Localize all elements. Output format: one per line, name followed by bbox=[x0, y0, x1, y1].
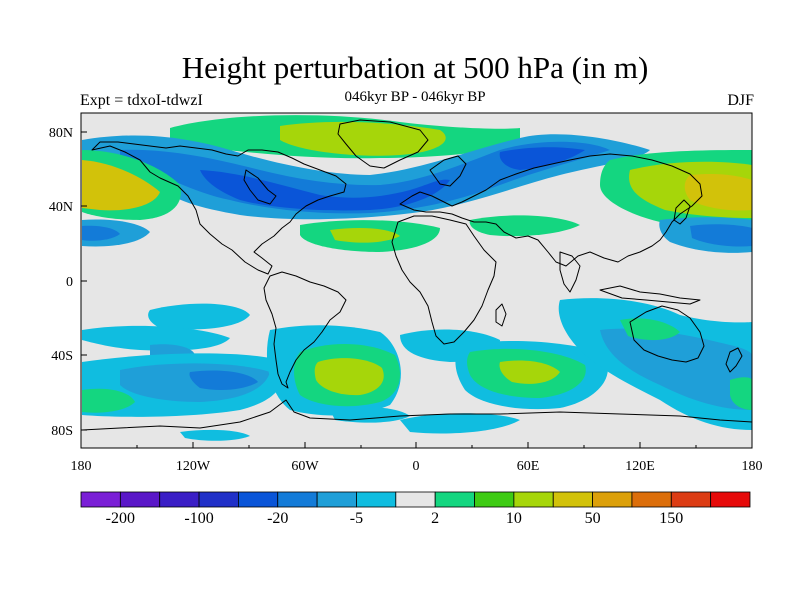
colorbar-swatch bbox=[238, 491, 279, 508]
coastline-india bbox=[559, 251, 581, 293]
colorbar-swatch bbox=[670, 491, 712, 508]
colorbar-swatch bbox=[198, 491, 239, 508]
coastline-japan bbox=[673, 199, 691, 225]
plot-title: Height perturbation at 500 hPa (in m) bbox=[181, 50, 649, 85]
contour-blue-pacific-east bbox=[690, 224, 752, 247]
coastline-eurasia bbox=[399, 153, 703, 267]
colorbar-label: -100 bbox=[184, 510, 213, 527]
contour-cyan-south-pacific-2 bbox=[82, 325, 230, 351]
coastline-greenland bbox=[337, 119, 429, 169]
coastline-madagascar bbox=[495, 303, 507, 327]
colorbar-swatch bbox=[356, 491, 397, 508]
colorbar: -200 -100 -20 -5 2 10 50 150 bbox=[80, 491, 751, 527]
contour-yellowgreen-atlantic bbox=[330, 228, 400, 243]
coastline-hudson-bay bbox=[243, 169, 277, 205]
colorbar-swatch bbox=[119, 491, 161, 508]
coastline-australia bbox=[629, 305, 705, 363]
lon-ticks bbox=[80, 442, 753, 448]
lon-label-60w: 60W bbox=[291, 459, 319, 474]
contour-blue-pacific-west bbox=[82, 225, 120, 241]
colorbar-swatch bbox=[710, 491, 751, 508]
lat-ticks bbox=[81, 131, 87, 431]
lon-label-60e: 60E bbox=[517, 459, 540, 474]
colorbar-swatch bbox=[631, 491, 672, 508]
lon-label-0: 0 bbox=[413, 459, 420, 474]
colorbar-swatch bbox=[80, 491, 121, 508]
contour-yellowgreen-south-indian bbox=[499, 360, 560, 384]
colorbar-label: -20 bbox=[267, 510, 288, 527]
contour-yellowgreen-south-atlantic bbox=[314, 358, 384, 396]
colorbar-swatch bbox=[316, 491, 357, 508]
map-panel bbox=[81, 113, 752, 448]
colorbar-label: 150 bbox=[659, 510, 683, 527]
lat-label-40s: 40S bbox=[51, 349, 73, 364]
colorbar-label: 10 bbox=[506, 510, 522, 527]
colorbar-label: 2 bbox=[431, 510, 439, 527]
contour-green-tasman bbox=[620, 318, 680, 341]
contour-green-south-pacific-east bbox=[730, 377, 752, 410]
lon-label-120w: 120W bbox=[176, 459, 211, 474]
contour-darkblue-north-east bbox=[499, 147, 585, 170]
contour-lightblue-australia bbox=[600, 328, 752, 410]
contour-cyan-south-pacific-1 bbox=[148, 303, 250, 330]
colorbar-swatch bbox=[592, 491, 633, 508]
season-label: DJF bbox=[727, 92, 754, 109]
contour-yellowgreen-arctic bbox=[280, 121, 446, 156]
contour-darkblue-north bbox=[200, 170, 450, 211]
lat-label-40n: 40N bbox=[49, 200, 73, 215]
coastline-antarctica bbox=[81, 399, 752, 431]
period-label: 046kyr BP - 046kyr BP bbox=[344, 89, 486, 105]
contour-fills bbox=[82, 115, 752, 441]
contour-yellow-npacific-west bbox=[82, 160, 160, 211]
lat-label-80n: 80N bbox=[49, 126, 73, 141]
colorbar-swatch bbox=[474, 491, 515, 508]
contour-green-south-pacific-west bbox=[82, 388, 135, 413]
lat-label-80s: 80S bbox=[51, 424, 73, 439]
coastlines bbox=[81, 119, 752, 431]
coastline-scandinavia bbox=[429, 155, 467, 187]
contour-cyan-antarctic-2 bbox=[180, 429, 250, 441]
lon-label-180w: 180 bbox=[71, 459, 92, 474]
colorbar-swatch bbox=[434, 491, 475, 508]
colorbar-label: -200 bbox=[106, 510, 135, 527]
coastline-north-america bbox=[91, 141, 347, 275]
lon-labels: 180 120W 60W 0 60E 120E 180 bbox=[71, 459, 763, 474]
coastline-south-america bbox=[263, 271, 347, 389]
colorbar-swatch bbox=[395, 491, 436, 508]
lon-label-180e: 180 bbox=[742, 459, 763, 474]
colorbar-swatch bbox=[552, 491, 593, 508]
colorbar-swatch bbox=[513, 491, 554, 508]
lat-label-0: 0 bbox=[66, 275, 73, 290]
lat-labels: 80N 40N 0 40S 80S bbox=[49, 126, 73, 439]
colorbar-swatch bbox=[159, 491, 200, 508]
contour-blue-south-pacific-3 bbox=[189, 370, 258, 390]
contour-green-africa bbox=[469, 215, 580, 237]
experiment-label: Expt = tdxoI-tdwzI bbox=[80, 92, 203, 109]
coastline-new-zealand bbox=[725, 347, 743, 373]
coastline-africa bbox=[391, 215, 497, 345]
colorbar-label: -5 bbox=[350, 510, 363, 527]
lon-label-120e: 120E bbox=[625, 459, 655, 474]
colorbar-swatch bbox=[277, 491, 318, 508]
contour-yellow-npacific-east bbox=[684, 173, 752, 211]
colorbar-label: 50 bbox=[585, 510, 601, 527]
contour-cyan-antarctic bbox=[400, 413, 520, 434]
contour-cyan-southern-ocean-w bbox=[330, 407, 410, 423]
coastline-indonesia bbox=[599, 285, 701, 305]
